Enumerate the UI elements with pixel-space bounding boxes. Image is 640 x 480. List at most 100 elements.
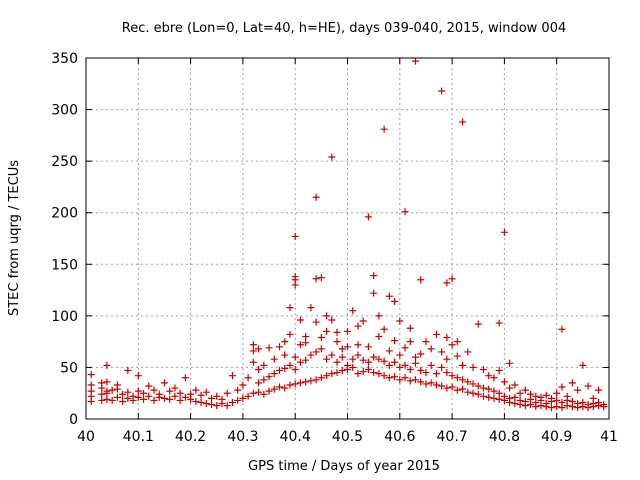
- data-point-marker: [511, 393, 519, 401]
- data-point-marker: [385, 292, 393, 300]
- data-point-marker: [255, 379, 263, 387]
- data-point-marker: [255, 345, 263, 353]
- data-point-marker: [328, 370, 336, 378]
- data-point-marker: [291, 273, 299, 281]
- data-point-marker: [265, 344, 273, 352]
- x-tick-label: 40: [77, 429, 95, 445]
- data-point-marker: [333, 338, 341, 346]
- data-point-marker: [213, 402, 221, 410]
- data-point-marker: [150, 386, 158, 394]
- data-point-marker: [396, 317, 404, 325]
- data-point-marker: [134, 393, 142, 401]
- data-point-marker: [375, 355, 383, 363]
- data-point-marker: [495, 319, 503, 327]
- data-point-marker: [255, 388, 263, 396]
- data-point-marker: [443, 355, 451, 363]
- data-point-marker: [479, 384, 487, 392]
- data-point-marker: [166, 395, 174, 403]
- data-point-marker: [443, 369, 451, 377]
- data-point-marker: [417, 378, 425, 386]
- data-point-marker: [547, 394, 555, 402]
- data-point-marker: [354, 341, 362, 349]
- data-point-marker: [108, 396, 116, 404]
- data-point-marker: [197, 398, 205, 406]
- data-point-marker: [286, 330, 294, 338]
- data-point-marker: [333, 358, 341, 366]
- x-tick-label: 40.8: [489, 429, 520, 445]
- data-point-marker: [391, 297, 399, 305]
- data-point-marker: [453, 352, 461, 360]
- data-point-marker: [459, 376, 467, 384]
- data-point-marker: [532, 392, 540, 400]
- data-point-marker: [438, 348, 446, 356]
- data-point-marker: [558, 398, 566, 406]
- data-point-marker: [568, 379, 576, 387]
- data-point-marker: [328, 351, 336, 359]
- data-point-marker: [145, 382, 153, 390]
- data-point-marker: [260, 376, 268, 384]
- data-point-marker: [453, 386, 461, 394]
- data-point-marker: [265, 373, 273, 381]
- data-point-marker: [208, 401, 216, 409]
- data-point-marker: [312, 193, 320, 201]
- data-point-marker: [370, 289, 378, 297]
- data-point-marker: [479, 365, 487, 373]
- data-point-marker: [323, 327, 331, 335]
- x-tick-label: 40.4: [280, 429, 311, 445]
- data-point-marker: [255, 365, 263, 373]
- data-point-marker: [485, 372, 493, 380]
- data-point-marker: [453, 374, 461, 382]
- data-point-marker: [213, 392, 221, 400]
- data-point-marker: [344, 327, 351, 335]
- data-point-marker: [307, 304, 315, 312]
- data-point-marker: [406, 365, 414, 373]
- data-point-marker: [291, 380, 299, 388]
- data-point-marker: [181, 374, 189, 382]
- data-point-marker: [192, 386, 200, 394]
- data-point-marker: [265, 387, 273, 395]
- data-point-marker: [553, 389, 561, 397]
- data-point-marker: [396, 351, 404, 359]
- data-point-marker: [506, 394, 514, 402]
- data-point-marker: [276, 383, 284, 391]
- data-point-marker: [323, 355, 331, 363]
- data-point-marker: [438, 363, 446, 371]
- data-point-marker: [511, 400, 519, 408]
- data-point-marker: [453, 338, 461, 346]
- data-point-marker: [469, 380, 477, 388]
- chart-title: Rec. ebre (Lon=0, Lat=40, h=HE), days 03…: [122, 21, 566, 36]
- data-point-marker: [516, 389, 524, 397]
- data-point-marker: [417, 276, 425, 284]
- data-point-marker: [281, 338, 289, 346]
- y-tick-label: 350: [51, 51, 78, 67]
- data-point-marker: [333, 369, 341, 377]
- data-point-marker: [411, 359, 419, 367]
- data-point-marker: [422, 338, 430, 346]
- data-point-marker: [291, 232, 299, 240]
- data-point-marker: [113, 393, 121, 401]
- x-tick-label: 41: [600, 429, 618, 445]
- data-point-marker: [202, 400, 210, 408]
- data-point-marker: [260, 361, 268, 369]
- grid-lines: [86, 58, 609, 419]
- data-point-marker: [380, 372, 388, 380]
- data-point-marker: [160, 394, 168, 402]
- data-point-marker: [312, 348, 320, 356]
- data-point-marker: [380, 357, 388, 365]
- data-point-marker: [249, 358, 257, 366]
- data-point-marker: [286, 381, 294, 389]
- data-point-marker: [113, 381, 121, 389]
- data-point-marker: [98, 379, 106, 387]
- data-point-marker: [495, 389, 503, 397]
- data-point-marker: [270, 370, 278, 378]
- data-point-marker: [401, 361, 409, 369]
- data-point-marker: [469, 389, 477, 397]
- data-point-marker: [448, 341, 456, 349]
- axis-ticks: 40 40.1 40.2 40.3 40.4 40.5 40.6 40.7 40.8 40.9 41…: [51, 51, 618, 445]
- data-point-marker: [87, 387, 95, 395]
- data-point-marker: [323, 312, 331, 320]
- data-point-marker: [595, 398, 603, 406]
- data-point-marker: [296, 341, 304, 349]
- data-point-marker: [333, 328, 341, 336]
- data-point-marker: [584, 382, 592, 390]
